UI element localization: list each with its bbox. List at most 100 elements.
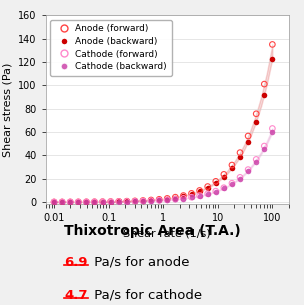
Point: [173, 195, 178, 200]
Point: [68, 199, 73, 204]
Point: [149, 198, 154, 203]
Point: [116, 199, 121, 204]
Point: [173, 197, 178, 202]
Point: [230, 181, 234, 186]
Text: Pa/s for anode: Pa/s for anode: [91, 256, 190, 269]
Point: [157, 198, 162, 203]
Point: [133, 199, 137, 204]
Point: [181, 193, 186, 198]
Y-axis label: Shear stress (Pa): Shear stress (Pa): [2, 63, 12, 157]
Point: [205, 185, 210, 190]
Point: [52, 199, 57, 204]
Point: [92, 199, 97, 204]
Point: [124, 199, 129, 204]
Point: [133, 199, 137, 203]
Point: [60, 199, 64, 204]
Point: [165, 198, 170, 203]
Point: [213, 189, 218, 194]
Legend: Anode (forward), Anode (backward), Cathode (forward), Cathode (backward): Anode (forward), Anode (backward), Catho…: [50, 20, 171, 76]
Point: [238, 176, 243, 181]
Point: [246, 167, 250, 172]
Point: [197, 188, 202, 193]
Text: 4.7: 4.7: [64, 289, 88, 302]
X-axis label: Shear rate (1/s): Shear rate (1/s): [123, 229, 211, 239]
Point: [262, 92, 267, 97]
Point: [254, 119, 259, 124]
Point: [68, 199, 73, 204]
Point: [84, 199, 89, 204]
Point: [68, 199, 73, 204]
Point: [52, 199, 57, 204]
Point: [238, 175, 243, 180]
Point: [157, 197, 162, 202]
Point: [262, 144, 267, 149]
Point: [221, 172, 226, 177]
Point: [205, 184, 210, 189]
Point: [100, 199, 105, 204]
Point: [189, 192, 194, 196]
Point: [230, 163, 234, 167]
Point: [230, 166, 234, 171]
Point: [270, 126, 275, 131]
Point: [254, 111, 259, 116]
Point: [92, 199, 97, 204]
Point: [116, 199, 121, 204]
Point: [108, 199, 113, 204]
Point: [60, 199, 64, 204]
Point: [173, 197, 178, 202]
Point: [270, 56, 275, 61]
Point: [124, 199, 129, 204]
Point: [108, 199, 113, 204]
Point: [149, 198, 154, 203]
Point: [157, 198, 162, 203]
Point: [246, 169, 250, 174]
Point: [108, 199, 113, 204]
Point: [181, 196, 186, 201]
Point: [189, 195, 194, 200]
Point: [76, 199, 81, 204]
Point: [165, 197, 170, 202]
Point: [76, 199, 81, 204]
Point: [157, 197, 162, 202]
Point: [100, 199, 105, 204]
Point: [165, 196, 170, 201]
Point: [221, 185, 226, 190]
Point: [140, 198, 145, 203]
Point: [189, 191, 194, 196]
Point: [213, 189, 218, 194]
Point: [100, 199, 105, 204]
Point: [52, 199, 57, 204]
Point: [92, 199, 97, 204]
Point: [140, 199, 145, 203]
Point: [140, 199, 145, 203]
Point: [181, 196, 186, 201]
Point: [213, 179, 218, 184]
Point: [270, 42, 275, 47]
Point: [197, 189, 202, 194]
Point: [262, 146, 267, 151]
Text: 6.9: 6.9: [64, 256, 88, 269]
Point: [60, 199, 64, 204]
Point: [133, 199, 137, 204]
Point: [100, 199, 105, 204]
Point: [108, 199, 113, 204]
Point: [238, 155, 243, 160]
Point: [246, 134, 250, 138]
Point: [84, 199, 89, 204]
Point: [221, 174, 226, 179]
Point: [124, 199, 129, 204]
Point: [173, 195, 178, 199]
Point: [76, 199, 81, 204]
Point: [68, 199, 73, 204]
Point: [133, 199, 137, 203]
Point: [205, 192, 210, 197]
Point: [116, 199, 121, 204]
Point: [246, 139, 250, 144]
Point: [60, 199, 64, 204]
Point: [213, 181, 218, 186]
Point: [149, 199, 154, 203]
Point: [116, 199, 121, 204]
Point: [197, 194, 202, 199]
Point: [181, 194, 186, 199]
Point: [124, 199, 129, 204]
